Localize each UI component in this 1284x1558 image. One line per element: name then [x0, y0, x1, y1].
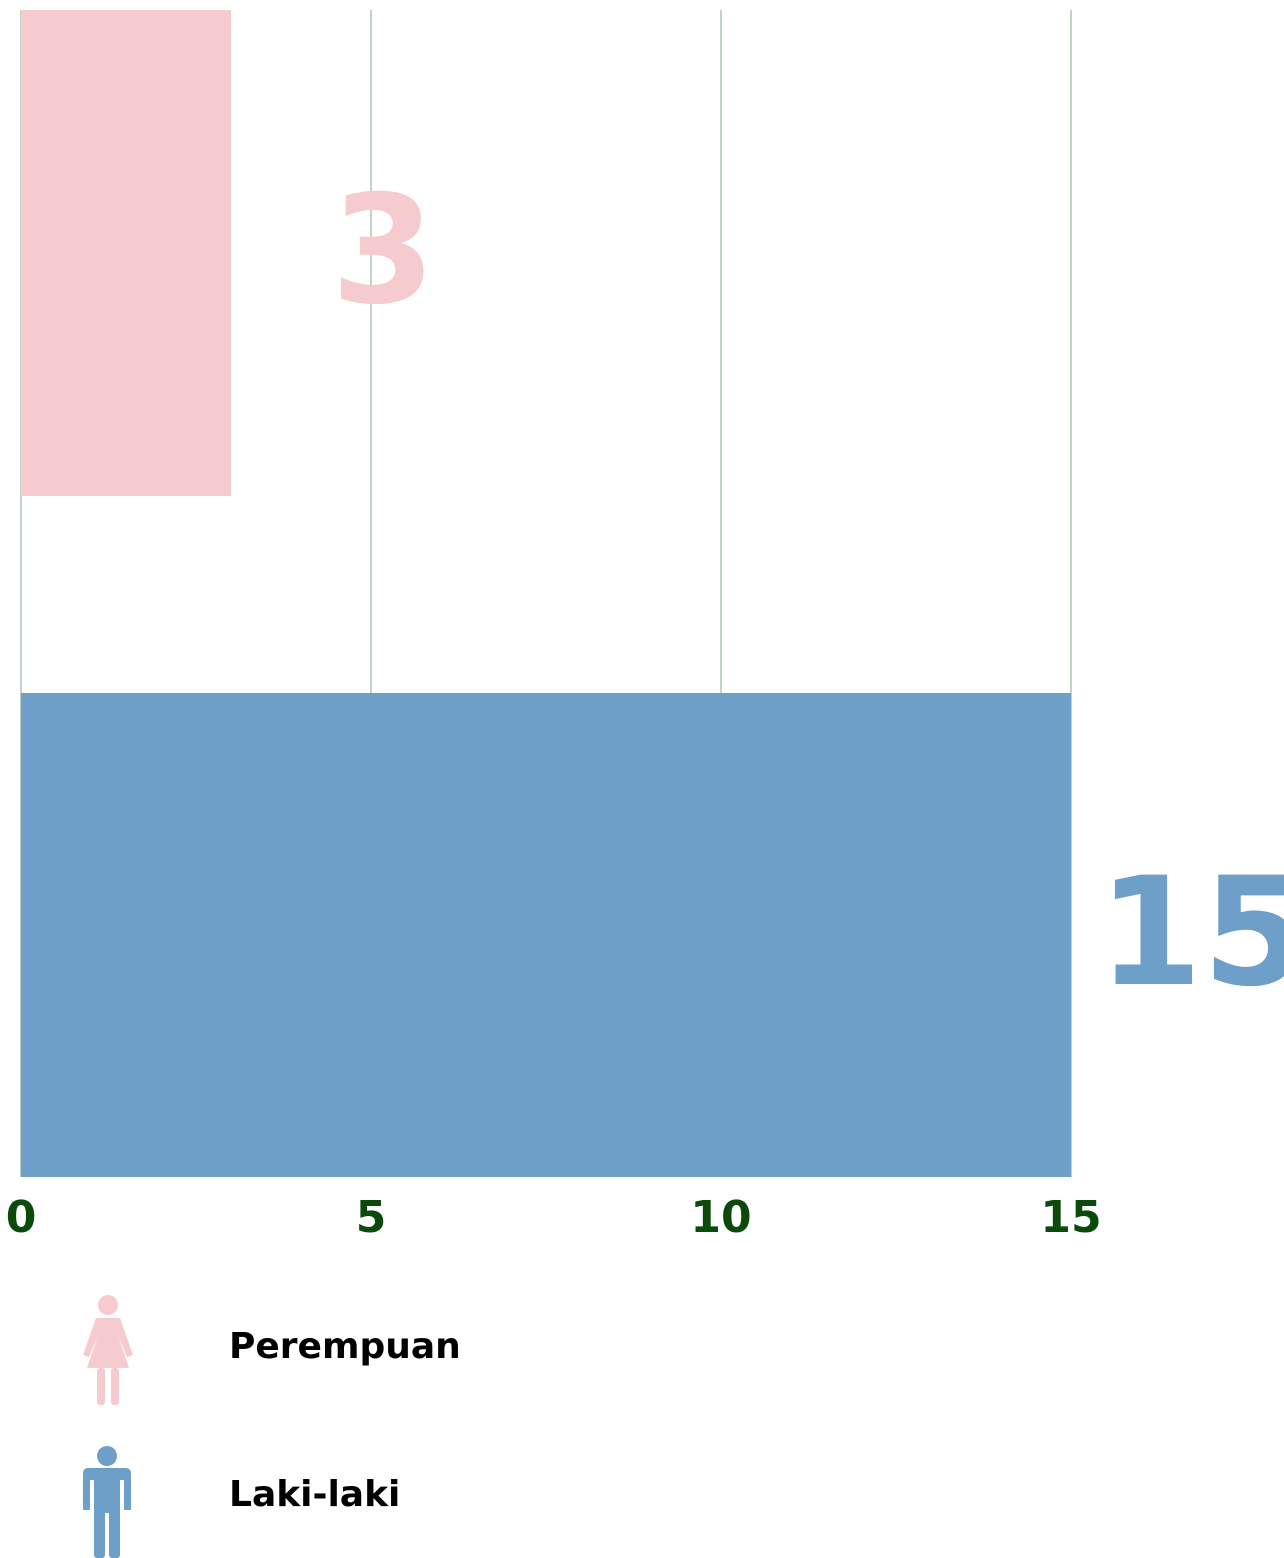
x-tick-label: 15	[1040, 1192, 1101, 1243]
icon-head	[98, 1295, 118, 1315]
icon-leg	[109, 1505, 120, 1558]
icon-head	[97, 1446, 117, 1466]
legend-icon	[83, 1295, 133, 1405]
bar	[21, 693, 1071, 1177]
x-tick-label: 10	[690, 1192, 751, 1243]
icon-leg	[111, 1368, 119, 1405]
bar	[21, 10, 231, 496]
legend-label: Laki-laki	[229, 1474, 400, 1515]
legend-icon	[83, 1446, 131, 1558]
icon-leg	[97, 1368, 105, 1405]
icon-body	[83, 1318, 133, 1368]
x-tick-label: 5	[356, 1192, 387, 1243]
icon-leg	[94, 1505, 105, 1558]
data-label: 3	[331, 164, 435, 338]
x-tick-label: 0	[6, 1192, 37, 1243]
data-label: 15	[1098, 846, 1284, 1020]
legend-label: Perempuan	[229, 1326, 461, 1367]
